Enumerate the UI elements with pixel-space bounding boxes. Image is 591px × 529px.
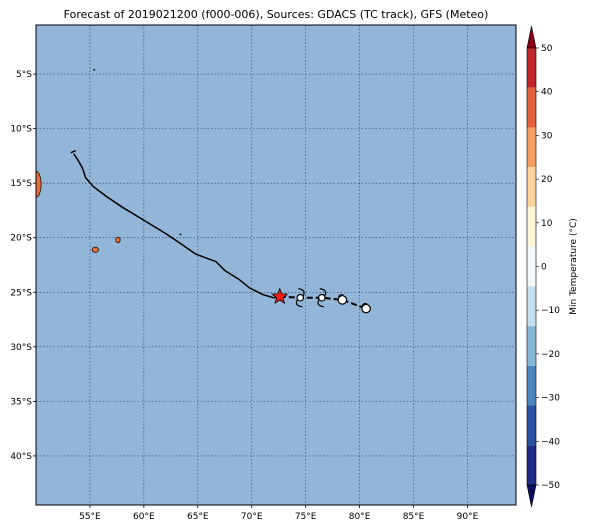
colorbar-tick-label: 10 xyxy=(541,219,553,229)
lon-tick-label: 65°E xyxy=(187,512,209,522)
lat-tick-label: 35°S xyxy=(10,397,32,407)
colorbar-top-arrow xyxy=(526,25,537,49)
lon-tick-label: 70°E xyxy=(241,512,263,522)
colorbar-tick-label: 20 xyxy=(541,175,553,185)
forecast-track-line xyxy=(279,295,367,310)
map-title: Forecast of 2019021200 (f000-006), Sourc… xyxy=(63,8,489,21)
map-content xyxy=(36,25,516,505)
lon-tick-label: 85°E xyxy=(403,512,425,522)
colorbar-segment xyxy=(527,87,536,128)
colorbar-tick-label: −30 xyxy=(541,394,560,404)
lon-tick-label: 90°E xyxy=(457,512,479,522)
lon-tick-label: 75°E xyxy=(295,512,317,522)
track-start-hook xyxy=(70,150,77,154)
lon-tick-label: 55°E xyxy=(79,512,101,522)
hurricane-symbol-icon xyxy=(317,288,327,308)
lon-tick-label: 60°E xyxy=(133,512,155,522)
lat-tick-label: 25°S xyxy=(10,288,32,298)
lat-tick-label: 20°S xyxy=(10,234,32,244)
lat-tick-label: 5°S xyxy=(16,70,32,80)
colorbar-segment xyxy=(527,365,536,406)
lat-tick-label: 40°S xyxy=(10,452,32,462)
colorbar-tick-label: −20 xyxy=(541,350,560,360)
islet-speck xyxy=(179,233,182,236)
colorbar-tick-label: 30 xyxy=(541,131,553,141)
colorbar-bottom-arrow xyxy=(526,484,537,508)
map-plot-area[interactable] xyxy=(31,25,516,505)
lon-tick-label: 80°E xyxy=(349,512,371,522)
islet-speck xyxy=(93,68,96,71)
colorbar-tick-label: −10 xyxy=(541,306,560,316)
colorbar-tick-label: −50 xyxy=(541,481,560,491)
colorbar-segment xyxy=(527,246,536,287)
map-frame xyxy=(35,24,517,506)
colorbar: 50 40 30 20 10 0 −10 −20 −30 −40 −50 Min Temperatur… xyxy=(526,25,579,508)
colorbar-segment xyxy=(527,445,536,485)
colorbar-tick-label: 40 xyxy=(541,88,553,98)
colorbar-tick-label: 50 xyxy=(541,44,553,54)
colorbar-label: Min Temperature (°C) xyxy=(569,218,579,315)
tropical-storm-symbol-icon xyxy=(337,294,348,305)
tropical-storm-symbol-icon xyxy=(361,302,371,314)
colorbar-segment xyxy=(527,326,536,366)
colorbar-segment xyxy=(527,167,536,207)
colorbar-segment xyxy=(527,206,536,247)
lat-tick-label: 15°S xyxy=(10,179,32,189)
colorbar-segment xyxy=(527,48,536,88)
lat-tick-label: 10°S xyxy=(10,125,32,135)
colorbar-segment xyxy=(527,405,536,446)
ocean-background xyxy=(36,25,516,505)
colorbar-segment xyxy=(527,286,536,327)
colorbar-tick-label: 0 xyxy=(541,263,547,273)
lat-tick-label: 30°S xyxy=(10,343,32,353)
colorbar-segment xyxy=(527,127,536,168)
mauritius-island xyxy=(115,236,121,244)
colorbar-tick-label: −40 xyxy=(541,437,560,447)
hurricane-symbol-icon xyxy=(295,288,305,308)
reunion-island xyxy=(91,246,99,253)
past-track-line xyxy=(73,153,280,299)
current-position-star-icon xyxy=(271,287,289,305)
map-axes: 55°E 60°E 65°E 70°E 75°E 80°E 85°E 90°E 5°S 10°S 1… xyxy=(10,24,517,522)
